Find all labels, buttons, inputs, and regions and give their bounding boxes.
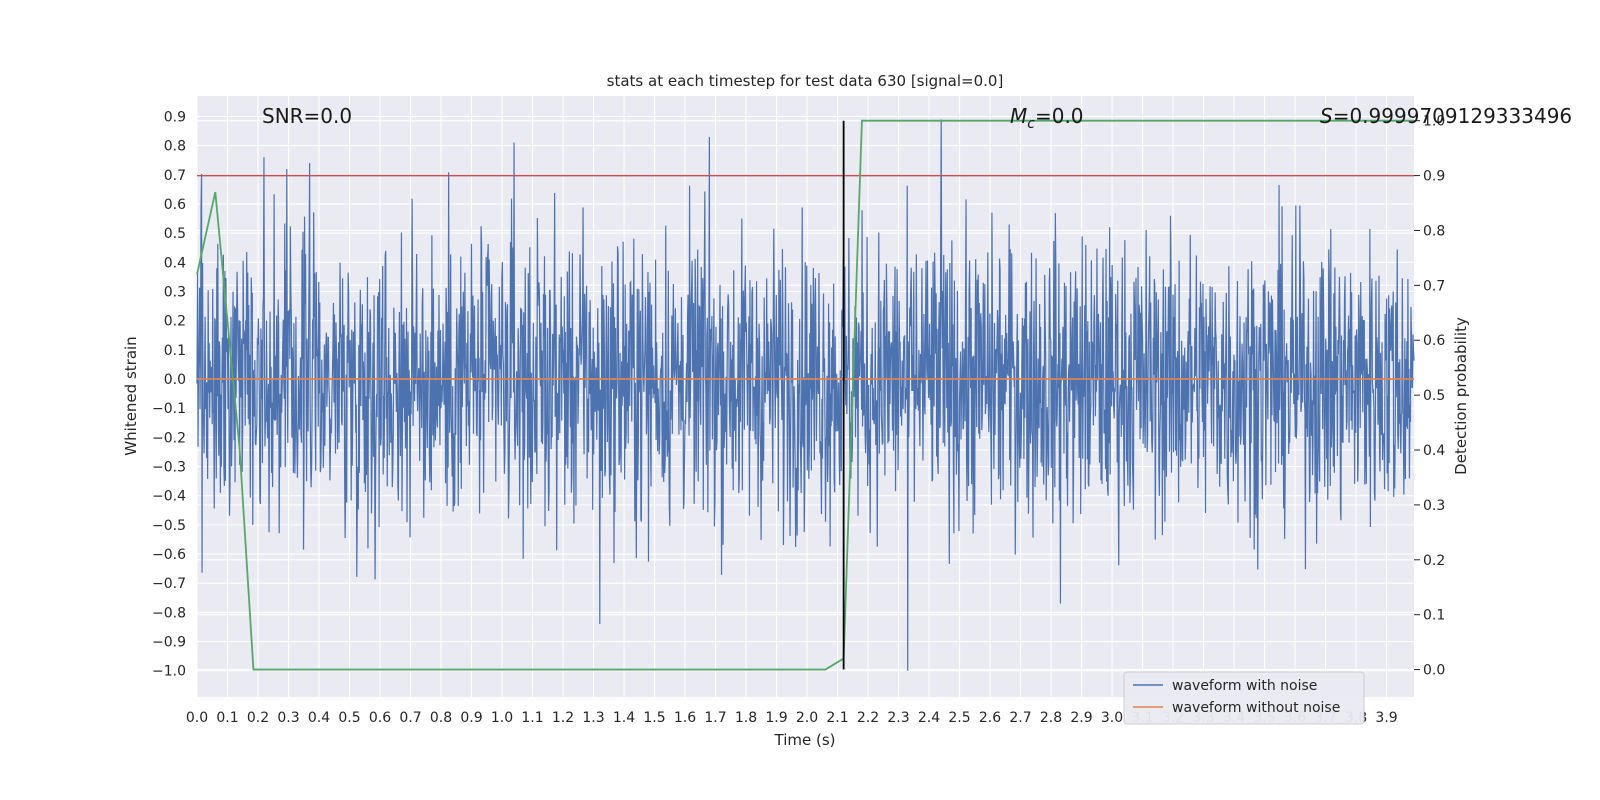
x-tick-label: 2.0: [796, 710, 818, 726]
x-tick-label: 0.8: [430, 710, 452, 726]
y-tick-label: 0.3: [164, 284, 186, 300]
y2-tick-label: 0.9: [1423, 169, 1445, 185]
x-tick-label: 2.1: [826, 710, 848, 726]
x-axis-label: Time (s): [774, 731, 836, 749]
x-tick-label: 0.0: [186, 710, 208, 726]
y-tick-label: −0.5: [152, 518, 186, 534]
detection-probability-line: [196, 119, 1414, 671]
x-tick-label: 2.6: [979, 710, 1001, 726]
chart-title: stats at each timestep for test data 630…: [607, 72, 1004, 90]
mc-annotation: Mc=0.0: [1010, 104, 1084, 132]
x-tick-label: 0.4: [308, 710, 330, 726]
mc-value: =0.0: [1035, 104, 1084, 128]
x-tick-label: 0.6: [369, 710, 391, 726]
y2-tick-labels: 1.0 0.9 0.8 0.7 0.6 0.5 0.4 0.3 0.2 0.1 0.0: [1414, 114, 1445, 679]
x-tick-label: 0.7: [399, 710, 421, 726]
y-tick-label: 0.7: [164, 168, 186, 184]
x-tick-label: 1.9: [765, 710, 787, 726]
x-tick-label: 1.1: [521, 710, 543, 726]
x-tick-label: 2.9: [1070, 710, 1092, 726]
mc-subscript: c: [1027, 116, 1035, 132]
s-annotation: S=0.9999709129333496: [1320, 104, 1572, 128]
x-tick-label: 2.7: [1009, 710, 1031, 726]
y2-tick-label: 0.6: [1423, 333, 1445, 349]
x-tick-label: 1.6: [674, 710, 696, 726]
detection-probability-series: [196, 119, 1414, 671]
x-tick-label: 1.2: [552, 710, 574, 726]
y-tick-label: 0.1: [164, 343, 186, 359]
x-tick-label: 1.4: [613, 710, 635, 726]
y2-axis-label: Detection probability: [1452, 317, 1470, 475]
x-tick-label: 2.2: [857, 710, 879, 726]
x-tick-label: 3.9: [1375, 710, 1397, 726]
x-tick-label: 0.1: [216, 710, 238, 726]
x-tick-label: 1.8: [735, 710, 757, 726]
legend-box: [1123, 671, 1365, 725]
legend-label-noise: waveform with noise: [1172, 678, 1317, 694]
y-tick-label: −0.6: [152, 547, 186, 563]
y-tick-label: −0.9: [152, 635, 186, 651]
x-tick-label: 2.8: [1040, 710, 1062, 726]
y-tick-labels: 0.9 0.8 0.7 0.6 0.5 0.4 0.3 0.2 0.1 0.0 −0.1 −0.2 −0…: [152, 109, 186, 679]
s-symbol: S: [1320, 104, 1333, 128]
y-tick-label: 0.4: [164, 255, 186, 271]
y2-tick-label: 0.2: [1423, 553, 1445, 569]
y2-tick-label: 0.5: [1423, 388, 1445, 404]
waveform-with-noise-line: [196, 119, 1415, 671]
y-tick-label: −0.7: [152, 576, 186, 592]
x-tick-label: 2.5: [948, 710, 970, 726]
legend-label-clean: waveform without noise: [1172, 700, 1340, 716]
legend: waveform with noise waveform without noi…: [1123, 671, 1365, 725]
y-tick-label: −0.8: [152, 605, 186, 621]
y-tick-label: −0.3: [152, 460, 186, 476]
s-value: =0.9999709129333496: [1333, 104, 1572, 128]
y-tick-label: 0.6: [164, 197, 186, 213]
x-tick-label: 3.0: [1101, 710, 1123, 726]
y2-tick-label: 0.4: [1423, 443, 1445, 459]
y-tick-label: 0.2: [164, 314, 186, 330]
y-tick-label: 0.8: [164, 139, 186, 155]
y-tick-label: −0.2: [152, 430, 186, 446]
x-tick-label: 0.9: [460, 710, 482, 726]
y-tick-label: 0.9: [164, 109, 186, 125]
x-tick-label: 1.3: [582, 710, 604, 726]
x-tick-label: 0.5: [338, 710, 360, 726]
y2-tick-label: 0.7: [1423, 278, 1445, 294]
y-axis-label: Whitened strain: [122, 336, 140, 455]
y2-tick-label: 1.0: [1423, 114, 1445, 130]
snr-annotation: SNR=0.0: [262, 104, 352, 128]
y2-tick-label: 0.0: [1423, 663, 1445, 679]
y-tick-label: −1.0: [152, 664, 186, 680]
x-tick-label: 1.0: [491, 710, 513, 726]
y2-tick-label: 0.8: [1423, 223, 1445, 239]
y-tick-label: 0.0: [164, 372, 186, 388]
mc-symbol: M: [1010, 104, 1027, 128]
x-tick-label: 1.5: [643, 710, 665, 726]
x-tick-label: 0.2: [247, 710, 269, 726]
y2-tick-label: 0.3: [1423, 498, 1445, 514]
waveform-with-noise-series: [196, 119, 1415, 671]
x-tick-label: 0.3: [277, 710, 299, 726]
x-tick-label: 1.7: [704, 710, 726, 726]
y-tick-label: −0.1: [152, 401, 186, 417]
y2-tick-label: 0.1: [1423, 608, 1445, 624]
x-tick-label: 2.3: [887, 710, 909, 726]
y-tick-label: −0.4: [152, 489, 186, 505]
y-tick-label: 0.5: [164, 226, 186, 242]
x-tick-label: 2.4: [918, 710, 940, 726]
